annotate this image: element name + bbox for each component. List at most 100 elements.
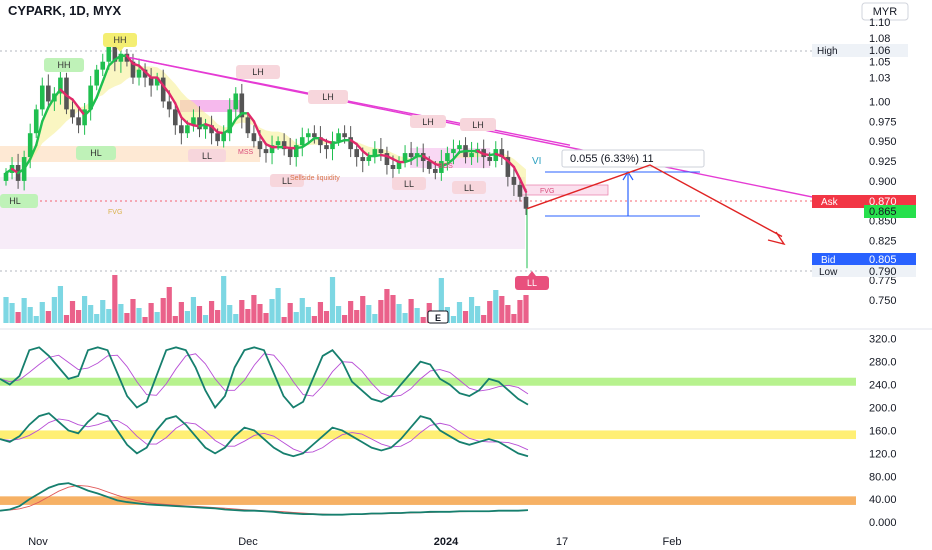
indicator-tick-label: 200.0 — [869, 403, 897, 415]
price-tick-label: 0.900 — [869, 176, 897, 188]
candle-body — [100, 62, 105, 70]
volume-bar — [415, 308, 420, 323]
time-tick-label: Dec — [238, 536, 258, 548]
volume-bar — [348, 301, 353, 323]
volume-bar — [469, 297, 474, 323]
price-tick-label: 0.825 — [869, 235, 897, 247]
volume-bar — [451, 316, 456, 323]
volume-bar — [22, 298, 27, 323]
candle-body — [276, 141, 281, 145]
volume-bar — [221, 276, 226, 323]
volume-bar — [239, 300, 244, 323]
volume-bar — [82, 296, 87, 323]
volume-bar — [288, 303, 293, 323]
volume-bar — [118, 304, 123, 323]
indicator-tick-label: 80.00 — [869, 471, 897, 483]
candle-body — [379, 149, 384, 153]
label-hl-1: HL — [90, 148, 102, 158]
price-tick-label: 1.08 — [869, 33, 890, 45]
indicator-tick-label: 160.0 — [869, 425, 897, 437]
volume-bar — [106, 309, 111, 323]
indicator-tick-label: 120.0 — [869, 448, 897, 460]
candle-body — [312, 133, 317, 137]
volume-bar — [372, 314, 377, 323]
time-tick-label: Nov — [28, 536, 48, 548]
volume-bar — [421, 317, 426, 323]
volume-bar — [384, 289, 389, 323]
volume-bar — [511, 314, 516, 323]
price-tick-label: 0.975 — [869, 116, 897, 128]
volume-bar — [179, 302, 184, 323]
candle-body — [487, 157, 492, 161]
candle-body — [433, 169, 438, 173]
candle-body — [137, 70, 142, 78]
volume-bar — [155, 312, 160, 323]
volume-bar — [185, 311, 190, 323]
volume-bar — [257, 304, 262, 323]
volume-bar — [457, 302, 462, 323]
volume-bar — [58, 286, 63, 323]
candle-body — [46, 86, 51, 102]
label-lh-4: LH — [472, 120, 484, 130]
label-ll-3: LL — [404, 179, 414, 189]
volume-bar — [294, 312, 299, 323]
label-ll-1: LL — [202, 151, 212, 161]
ask-label: Ask — [821, 197, 839, 208]
volume-bar — [312, 316, 317, 323]
candle-body — [457, 145, 462, 149]
candle-body — [106, 46, 111, 62]
volume-bar — [336, 306, 341, 323]
label-mss: MSS — [238, 149, 254, 156]
label-fvg-left: FVG — [108, 209, 122, 216]
price-tick-label: 0.750 — [869, 295, 897, 307]
candle-body — [445, 153, 450, 161]
label-fvg-right: FVG — [540, 188, 554, 195]
volume-bar — [396, 304, 401, 323]
volume-bar — [499, 296, 504, 323]
indicator-band — [0, 496, 856, 505]
candle-body — [336, 133, 341, 141]
time-tick-label: Feb — [663, 536, 682, 548]
volume-bar — [112, 275, 117, 323]
volume-bar — [300, 298, 305, 323]
price-tick-label: 0.925 — [869, 156, 897, 168]
volume-bar — [203, 315, 208, 323]
volume-bar — [233, 314, 238, 323]
price-tick-label: 1.03 — [869, 73, 890, 85]
volume-bar — [505, 305, 510, 323]
price-tick-label: 1.00 — [869, 96, 890, 108]
bid-value: 0.805 — [869, 254, 897, 266]
volume-bar — [227, 305, 232, 323]
label-hh-1: HH — [114, 35, 127, 45]
volume-bar — [136, 308, 141, 323]
volume-bar — [64, 315, 69, 323]
price-tick-label: 1.05 — [869, 57, 890, 69]
volume-bar — [15, 312, 20, 323]
label-lh-3: LH — [422, 117, 434, 127]
volume-bar — [354, 310, 359, 323]
volume-bar — [487, 301, 492, 323]
indicator-tick-label: 280.0 — [869, 357, 897, 369]
volume-bar — [523, 295, 528, 323]
volume-bar — [88, 305, 93, 323]
high-label: High — [817, 46, 838, 57]
candle-body — [469, 153, 474, 157]
indicator-tick-label: 0.000 — [869, 517, 897, 529]
indicator-tick-label: 40.00 — [869, 494, 897, 506]
label-sellside: Sellside liquidity — [290, 175, 340, 182]
candle-body — [342, 133, 347, 137]
candle-body — [258, 141, 263, 149]
volume-bar — [463, 311, 468, 323]
volume-bar — [28, 307, 33, 323]
volume-bar — [46, 311, 51, 323]
volume-bar — [342, 315, 347, 323]
indicator-axis[interactable]: 320.0 280.0 240.0 200.0 160.0 120.0 80.00 40.00… — [869, 334, 897, 529]
volume-bar — [409, 299, 414, 323]
volume-bar — [245, 309, 250, 323]
volume-bar — [100, 300, 105, 323]
earnings-label: E — [435, 313, 441, 323]
volume-bar — [481, 315, 486, 323]
price-tick-label: 0.950 — [869, 136, 897, 148]
candle-body — [34, 109, 39, 133]
